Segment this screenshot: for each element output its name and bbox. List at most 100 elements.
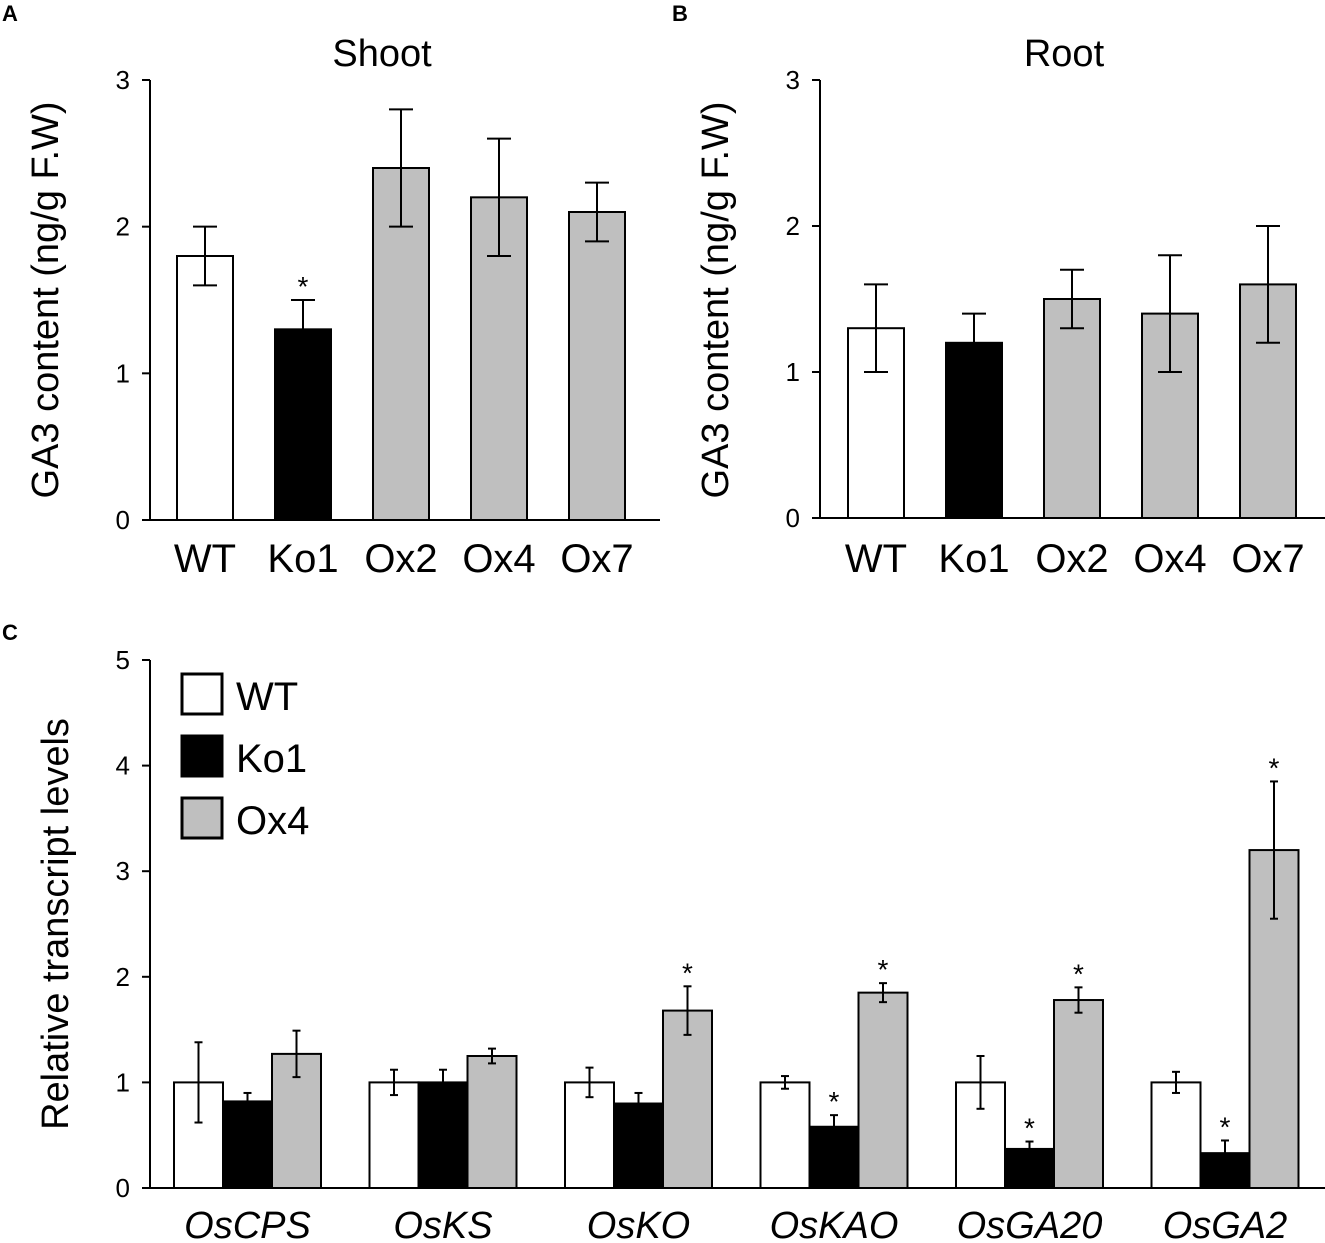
y-tick-label: 3 — [116, 65, 130, 95]
y-tick-label: 0 — [116, 1173, 130, 1203]
y-tick-label: 0 — [116, 505, 130, 535]
x-tick-label: Ox4 — [1133, 537, 1206, 581]
legend-label-wt: WT — [236, 675, 298, 719]
error-bar-oscps-ko1 — [243, 1091, 252, 1111]
x-tick-label: OsCPS — [184, 1205, 311, 1243]
significance-star: * — [682, 957, 693, 988]
bar-ox4 — [1141, 312, 1199, 519]
legend-swatch-ox4 — [180, 796, 224, 840]
panel-letter-a: A — [2, 1, 18, 26]
bar-ko1 — [274, 328, 332, 522]
error-bar-osks-ko1 — [439, 1068, 447, 1097]
panel-letter-c: C — [2, 620, 18, 645]
significance-star: * — [1220, 1111, 1231, 1142]
error-bar-ox4 — [1158, 254, 1182, 373]
x-tick-label: Ox4 — [462, 537, 535, 581]
bar-osga2-wt — [1150, 1081, 1202, 1190]
error-bar-osga20-wt — [976, 1055, 985, 1110]
y-tick-label: 0 — [786, 503, 800, 533]
bar-oscps-ko1 — [222, 1100, 273, 1189]
error-bar-oskao-ox4 — [879, 982, 887, 1004]
panel-letter-b: B — [672, 1, 688, 26]
error-bar-ko1 — [291, 299, 315, 360]
error-bar-osga2-ox4 — [1270, 780, 1278, 920]
chart-title: Root — [1024, 33, 1105, 75]
bar-osko-ko1 — [613, 1102, 664, 1190]
significance-star: * — [878, 954, 889, 985]
error-bar-osga2-wt — [1172, 1070, 1180, 1094]
error-bar-wt — [864, 283, 888, 373]
legend-swatch-ko1 — [180, 734, 224, 778]
y-tick-label: 2 — [116, 962, 130, 992]
error-bar-osga20-ox4 — [1074, 986, 1083, 1014]
legend: WT Ko1 Ox4 — [180, 672, 309, 843]
x-tick-label: WT — [845, 537, 907, 581]
y-tick-label: 1 — [786, 357, 800, 387]
error-bar-ox7 — [585, 181, 609, 243]
error-bar-ko1 — [962, 312, 986, 373]
y-tick-label: 1 — [116, 1067, 130, 1097]
y-axis-label: Relative transcript levels — [35, 718, 77, 1130]
significance-star: * — [298, 271, 309, 302]
error-bar-oscps-ox4 — [292, 1029, 301, 1079]
y-tick-label: 3 — [116, 856, 130, 886]
bar-osga20-ox4 — [1053, 999, 1104, 1189]
y-tick-label: 5 — [116, 645, 130, 675]
bar-osko-wt — [564, 1081, 615, 1190]
x-tick-label: OsKO — [587, 1205, 690, 1243]
error-bar-osga2-ko1 — [1221, 1139, 1229, 1167]
bar-osko-ox4 — [662, 1009, 713, 1189]
bar-osks-wt — [368, 1081, 420, 1190]
legend-label-ox4: Ox4 — [236, 799, 309, 843]
shoot-chart: Shoot GA3 content (ng/g F.W) 0 1 2 3 WT * Ko1 Ox2… — [25, 33, 660, 581]
bar-oskao-ox4 — [857, 991, 909, 1190]
error-bar-osko-ox4 — [683, 985, 692, 1036]
chart-title: Shoot — [332, 33, 432, 75]
y-tick-label: 2 — [786, 211, 800, 241]
x-tick-label: WT — [174, 537, 236, 581]
bar-osks-ox4 — [466, 1055, 518, 1189]
x-tick-label: OsKAO — [770, 1205, 899, 1243]
significance-star: * — [1073, 958, 1084, 989]
error-bar-osks-wt — [390, 1068, 398, 1097]
error-bar-osko-wt — [585, 1066, 594, 1099]
x-tick-label: Ox2 — [364, 537, 437, 581]
y-tick-label: 2 — [116, 212, 130, 242]
root-chart: Root GA3 content (ng/g F.W) 0 1 2 3 WT Ko1 Ox2 Ox… — [695, 33, 1325, 581]
bar-ox2 — [1043, 298, 1101, 519]
error-bar-ox4 — [487, 137, 511, 257]
bar-osks-ko1 — [417, 1081, 469, 1190]
x-tick-label: Ko1 — [938, 537, 1009, 581]
transcript-chart: Relative transcript levels 0 1 2 3 4 5 OsCPS OsK… — [35, 645, 1325, 1243]
significance-star: * — [1269, 752, 1280, 783]
y-axis-label: GA3 content (ng/g F.W) — [25, 101, 67, 498]
error-bar-oskao-wt — [781, 1075, 789, 1090]
y-tick-label: 1 — [116, 358, 130, 388]
error-bar-ox2 — [1060, 268, 1084, 330]
y-axis-label: GA3 content (ng/g F.W) — [695, 101, 737, 498]
error-bar-oskao-ko1 — [830, 1114, 838, 1140]
x-tick-label: OsGA2 — [1163, 1205, 1288, 1243]
error-bar-ox2 — [389, 108, 413, 228]
bar-ox7 — [568, 211, 626, 521]
error-bar-ox7 — [1256, 225, 1280, 344]
x-tick-label: OsKS — [393, 1205, 492, 1243]
x-tick-label: Ox7 — [560, 537, 633, 581]
x-tick-label: Ox2 — [1035, 537, 1108, 581]
error-bar-osga20-ko1 — [1025, 1140, 1034, 1158]
y-tick-label: 4 — [116, 751, 130, 781]
error-bar-oscps-wt — [194, 1041, 203, 1124]
error-bar-wt — [193, 225, 217, 287]
y-tick-label: 3 — [786, 65, 800, 95]
significance-star: * — [829, 1086, 840, 1117]
x-tick-label: Ox7 — [1231, 537, 1304, 581]
bar-wt — [176, 255, 234, 521]
error-bar-osks-ox4 — [488, 1047, 496, 1065]
legend-swatch-wt — [180, 672, 224, 716]
significance-star: * — [1024, 1113, 1035, 1144]
error-bar-osko-ko1 — [634, 1091, 643, 1116]
x-tick-label: Ko1 — [267, 537, 338, 581]
x-tick-label: OsGA20 — [957, 1205, 1103, 1243]
bar-oskao-wt — [759, 1081, 811, 1190]
